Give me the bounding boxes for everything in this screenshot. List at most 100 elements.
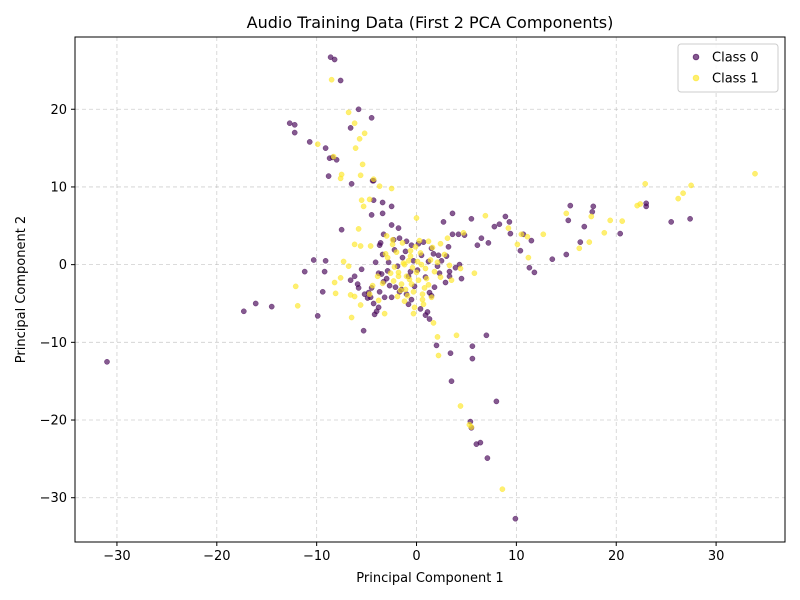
data-point [355, 226, 362, 232]
data-points [104, 54, 758, 522]
data-point [590, 203, 597, 210]
data-point [355, 106, 362, 113]
data-point [347, 277, 354, 284]
data-point [374, 273, 381, 280]
data-point [306, 139, 313, 145]
data-point [332, 290, 339, 297]
y-tick-label: 10 [50, 180, 67, 195]
data-point [382, 250, 389, 257]
data-point [453, 332, 460, 339]
data-point [331, 56, 338, 63]
data-point [549, 256, 556, 263]
data-point [524, 233, 531, 240]
data-point [752, 170, 758, 177]
legend-box [677, 43, 779, 93]
data-point [517, 247, 524, 254]
data-point [448, 277, 455, 284]
data-point [399, 240, 406, 246]
data-point [428, 294, 435, 301]
data-point [340, 258, 347, 265]
data-point [422, 312, 429, 318]
data-point [642, 180, 649, 187]
data-point [371, 311, 378, 318]
data-point [366, 196, 373, 203]
data-point [429, 244, 436, 251]
data-point [407, 253, 414, 259]
data-point [338, 171, 345, 178]
data-point [422, 265, 429, 272]
data-point [493, 398, 500, 405]
data-point [581, 223, 588, 230]
data-point [348, 314, 355, 321]
data-point [351, 273, 358, 280]
data-point [301, 268, 308, 275]
data-point [447, 350, 454, 357]
data-point [331, 279, 338, 286]
data-point [357, 243, 364, 249]
data-point [449, 231, 456, 238]
legend-label: Class 0 [712, 51, 759, 66]
data-point [375, 297, 382, 304]
data-point [347, 125, 354, 131]
data-point [328, 76, 335, 83]
data-point [675, 195, 682, 202]
data-point [448, 378, 455, 385]
data-point [325, 173, 332, 179]
x-tick-label: −20 [203, 549, 230, 564]
y-tick-label: −20 [40, 414, 67, 429]
data-point [565, 217, 572, 224]
data-point [468, 424, 475, 430]
data-point [528, 237, 535, 244]
data-point [518, 231, 525, 238]
data-point [399, 254, 406, 261]
x-tick-label: 0 [412, 549, 420, 564]
data-point [425, 238, 432, 245]
data-point [396, 235, 403, 242]
y-tick-label: −10 [40, 336, 67, 351]
data-point [563, 251, 570, 258]
data-point [680, 190, 686, 197]
data-point [395, 225, 402, 231]
data-point [348, 180, 355, 187]
data-point [442, 279, 449, 286]
data-point [687, 215, 693, 222]
data-point [407, 247, 414, 254]
data-point [477, 439, 484, 446]
data-point [410, 288, 417, 295]
data-point [291, 129, 298, 136]
data-point [502, 213, 509, 220]
data-point [402, 248, 409, 255]
data-point [337, 274, 344, 281]
x-tick-label: −10 [303, 549, 330, 564]
data-point [351, 241, 358, 248]
y-tick-label: 0 [59, 258, 67, 273]
data-point [385, 259, 392, 266]
data-point [420, 301, 427, 308]
legend: Class 0 Class 1 [677, 43, 779, 93]
data-point [430, 320, 437, 326]
data-point [617, 230, 624, 237]
data-point [435, 352, 442, 359]
data-point [430, 250, 437, 257]
y-axis-label: Principal Component 2 [14, 216, 29, 363]
data-point [367, 243, 374, 249]
data-point [383, 233, 390, 239]
data-point [567, 202, 574, 209]
data-point [388, 185, 395, 192]
data-point [391, 264, 398, 270]
data-point [388, 222, 395, 228]
data-point [356, 135, 363, 142]
data-point [421, 285, 428, 291]
data-point [449, 210, 456, 217]
data-point [446, 262, 453, 269]
data-point [368, 212, 375, 218]
data-point [394, 293, 401, 300]
data-point [319, 288, 326, 295]
data-point [457, 265, 464, 272]
data-point [514, 241, 521, 248]
x-tick-label: −30 [103, 549, 130, 564]
data-point [413, 215, 420, 221]
data-point [483, 332, 490, 339]
data-point [452, 264, 459, 271]
